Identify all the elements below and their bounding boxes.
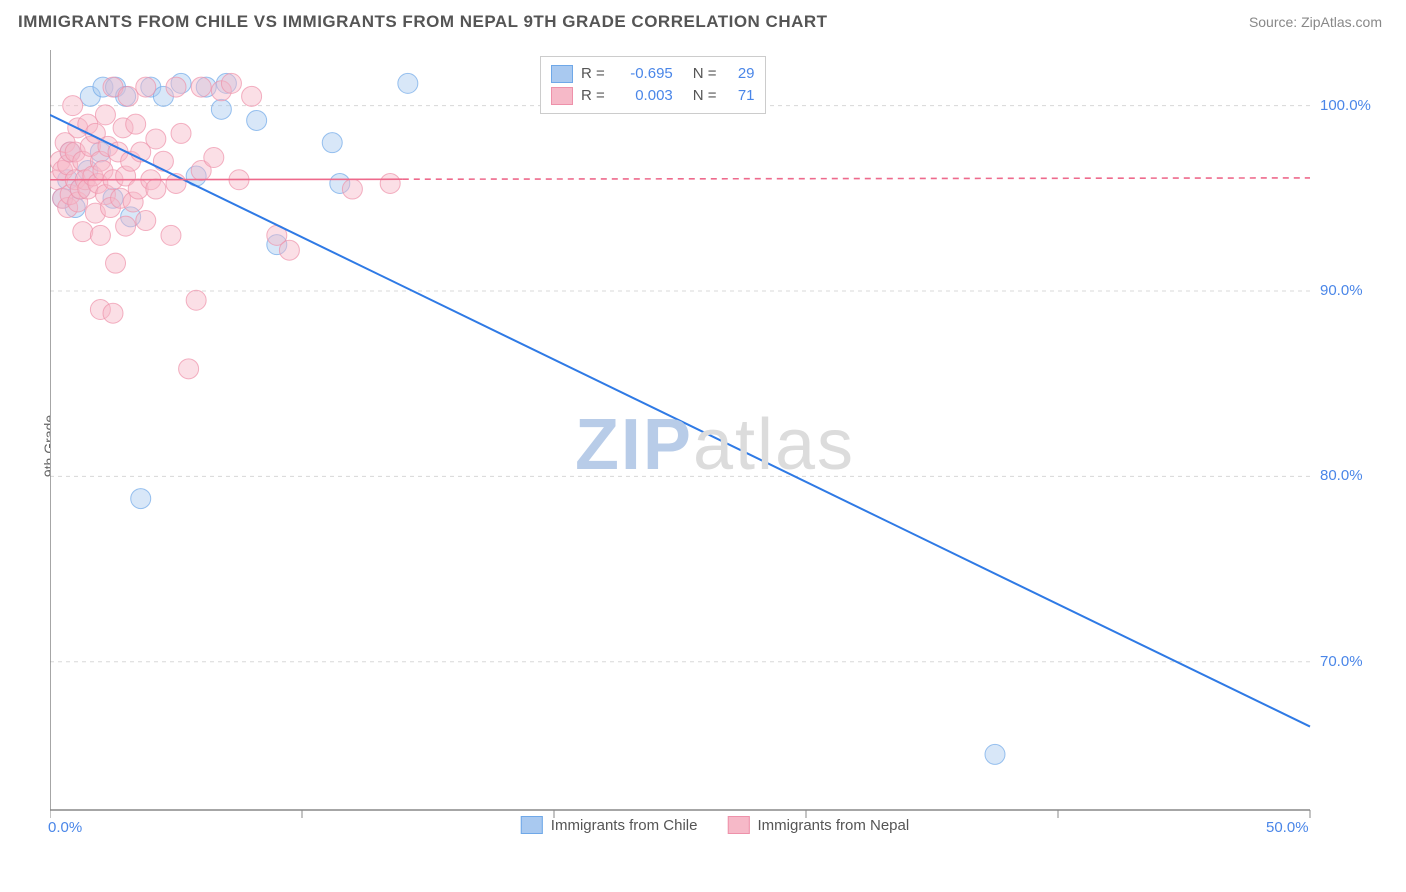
r-label: R = (581, 63, 605, 85)
legend-swatch (521, 816, 543, 834)
chart-title: IMMIGRANTS FROM CHILE VS IMMIGRANTS FROM… (18, 12, 828, 32)
legend-swatch (551, 65, 573, 83)
chart-area: ZIPatlas R =-0.695N =29R =0.003N =71 70.… (50, 50, 1380, 840)
correlation-legend: R = -0.695 N = 29 R = 0.003 N = 71 (540, 56, 766, 114)
legend-stat-row: R = 0.003 N = 71 (551, 85, 755, 107)
source-attribution: Source: ZipAtlas.com (1249, 14, 1382, 30)
y-tick-label: 100.0% (1320, 97, 1371, 114)
series-legend-item: Immigrants from Nepal (727, 816, 909, 834)
series-name: Immigrants from Nepal (757, 817, 909, 834)
series-legend: Immigrants from Chile Immigrants from Nep… (521, 816, 909, 834)
legend-stat-row: R = -0.695 N = 29 (551, 63, 755, 85)
n-value: 29 (725, 63, 755, 85)
series-name: Immigrants from Chile (551, 817, 698, 834)
n-label: N = (693, 85, 717, 107)
x-axis-min-label: 0.0% (48, 819, 82, 836)
y-tick-label: 70.0% (1320, 653, 1363, 670)
legend-swatch (551, 87, 573, 105)
r-value: -0.695 (613, 63, 673, 85)
series-legend-item: Immigrants from Chile (521, 816, 698, 834)
scatter-plot-svg (50, 50, 1380, 840)
y-tick-label: 90.0% (1320, 282, 1363, 299)
n-label: N = (693, 63, 717, 85)
y-tick-label: 80.0% (1320, 467, 1363, 484)
legend-swatch (727, 816, 749, 834)
r-label: R = (581, 85, 605, 107)
r-value: 0.003 (613, 85, 673, 107)
x-axis-max-label: 50.0% (1266, 819, 1309, 836)
source-name: ZipAtlas.com (1301, 14, 1382, 30)
n-value: 71 (725, 85, 755, 107)
source-prefix: Source: (1249, 14, 1301, 30)
